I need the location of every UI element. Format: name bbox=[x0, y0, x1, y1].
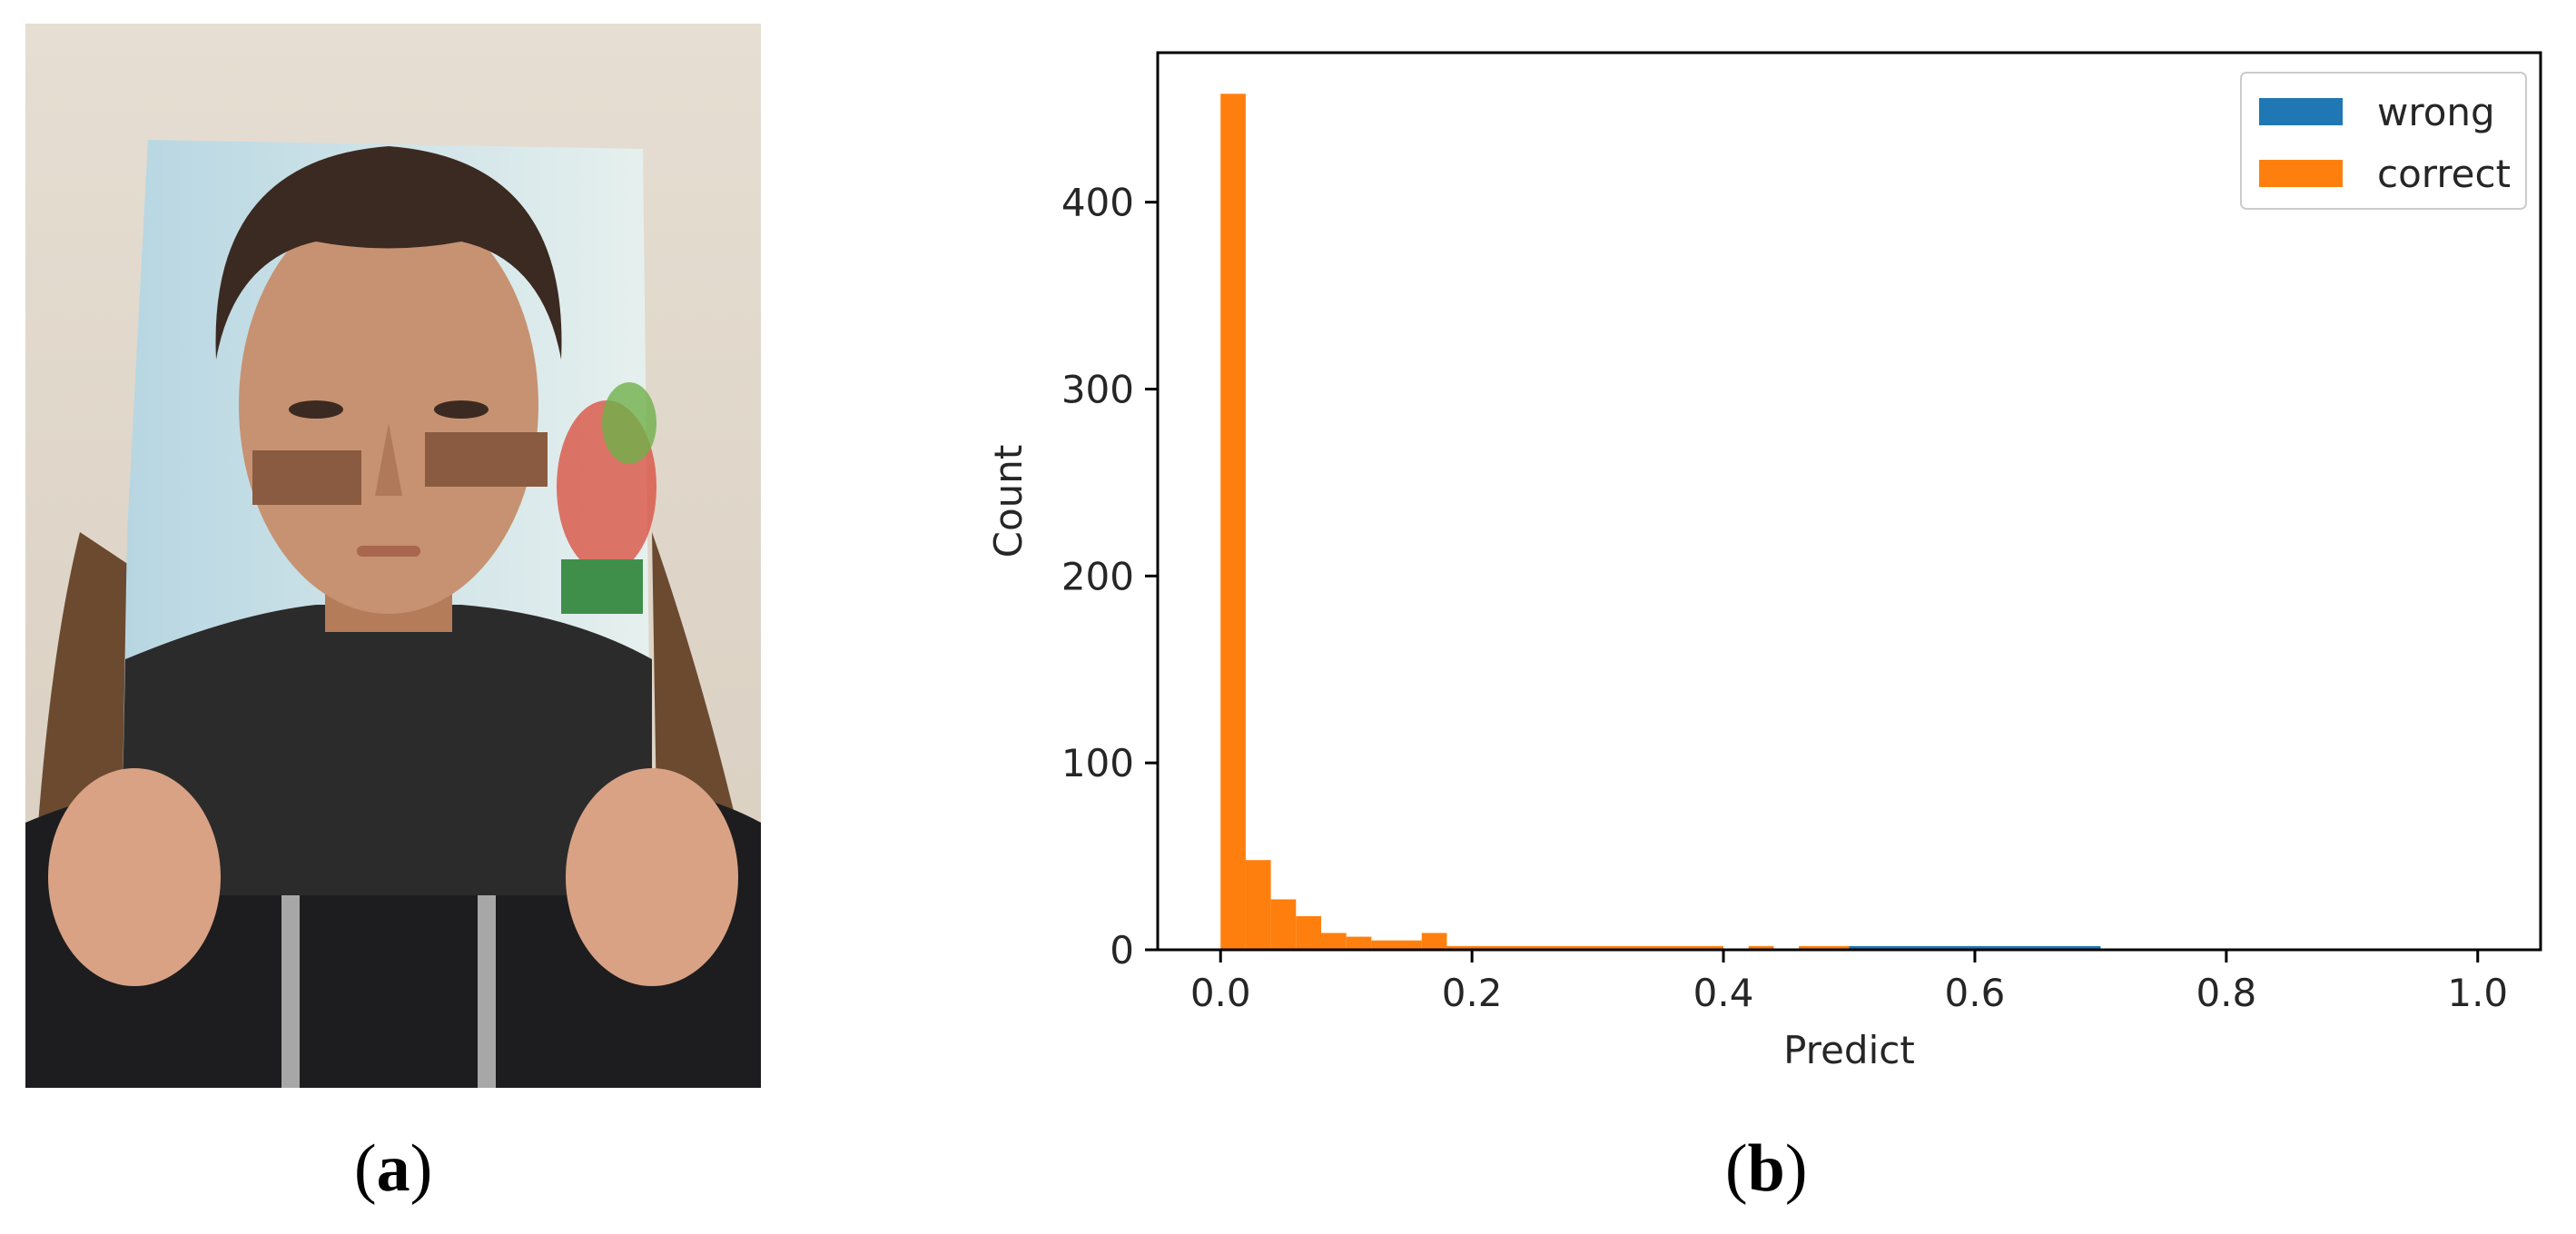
panel-b-caption: (b) bbox=[1725, 1131, 1808, 1206]
panel-b-letter: b bbox=[1747, 1131, 1785, 1206]
histogram-bar-correct bbox=[1421, 933, 1447, 950]
histogram-bar-correct bbox=[1748, 945, 1774, 950]
legend-swatch-wrong bbox=[2259, 98, 2343, 125]
eye-cutout-right bbox=[425, 432, 548, 487]
hoodie-string-right bbox=[478, 891, 496, 1088]
y-axis-label: Count bbox=[986, 445, 1031, 558]
green-banner bbox=[561, 559, 643, 614]
eye-left bbox=[289, 400, 343, 419]
series-correct bbox=[1220, 94, 1850, 951]
y-tick-label: 300 bbox=[1061, 368, 1134, 412]
legend: wrong correct bbox=[2240, 72, 2527, 210]
histogram-bar-correct bbox=[1346, 936, 1372, 950]
printed-face bbox=[239, 196, 538, 614]
x-axis-ticks: 0.0 0.2 0.4 0.6 0.8 1.0 bbox=[1190, 950, 2508, 1015]
y-tick-label: 100 bbox=[1061, 741, 1134, 785]
eye-cutout-left bbox=[252, 450, 361, 505]
x-tick-label: 1.0 bbox=[2447, 971, 2508, 1015]
mouth bbox=[357, 546, 420, 557]
y-tick-label: 0 bbox=[1110, 928, 1134, 972]
x-tick-label: 0.2 bbox=[1442, 971, 1503, 1015]
histogram-bar-correct bbox=[1446, 945, 1724, 950]
hand-right bbox=[566, 768, 738, 986]
printed-hair bbox=[215, 146, 562, 360]
legend-label-correct: correct bbox=[2377, 152, 2511, 196]
face-mask-photo bbox=[25, 24, 761, 1088]
x-tick-label: 0.0 bbox=[1190, 971, 1251, 1015]
plot-frame bbox=[1156, 51, 2542, 952]
histogram-bar-correct bbox=[1371, 940, 1422, 950]
histogram-bar-correct bbox=[1296, 915, 1321, 950]
y-axis-ticks: 0 100 200 300 400 bbox=[1061, 181, 1158, 972]
eye-right bbox=[434, 400, 489, 419]
hoodie-string-left bbox=[281, 891, 300, 1088]
hand-left bbox=[48, 768, 221, 986]
histogram-bar-correct bbox=[1245, 860, 1271, 950]
y-tick-label: 200 bbox=[1061, 554, 1134, 598]
x-tick-label: 0.4 bbox=[1693, 971, 1754, 1015]
x-tick-label: 0.8 bbox=[2196, 971, 2256, 1015]
x-axis-label: Predict bbox=[1783, 1028, 1915, 1072]
histogram-bar-correct bbox=[1320, 933, 1347, 950]
nose bbox=[375, 423, 402, 496]
histogram-bar-wrong bbox=[1849, 945, 2101, 950]
legend-swatch-correct bbox=[2259, 160, 2343, 187]
panel-a-caption: (a) bbox=[354, 1131, 433, 1206]
leaf-decoration bbox=[602, 382, 656, 464]
histogram-bar-correct bbox=[1270, 899, 1297, 950]
x-tick-label: 0.6 bbox=[1945, 971, 2006, 1015]
panel-a-letter: a bbox=[376, 1131, 410, 1206]
histogram-bar-correct bbox=[1220, 94, 1246, 951]
y-tick-label: 400 bbox=[1061, 181, 1134, 225]
printed-shoulders bbox=[121, 605, 652, 895]
prediction-histogram: 0.0 0.2 0.4 0.6 0.8 1.0 0 100 200 300 400 Predict… bbox=[935, 24, 2551, 1095]
legend-label-wrong: wrong bbox=[2377, 90, 2495, 134]
histogram-bar-correct bbox=[1799, 945, 1850, 950]
series-wrong bbox=[1849, 945, 2101, 950]
